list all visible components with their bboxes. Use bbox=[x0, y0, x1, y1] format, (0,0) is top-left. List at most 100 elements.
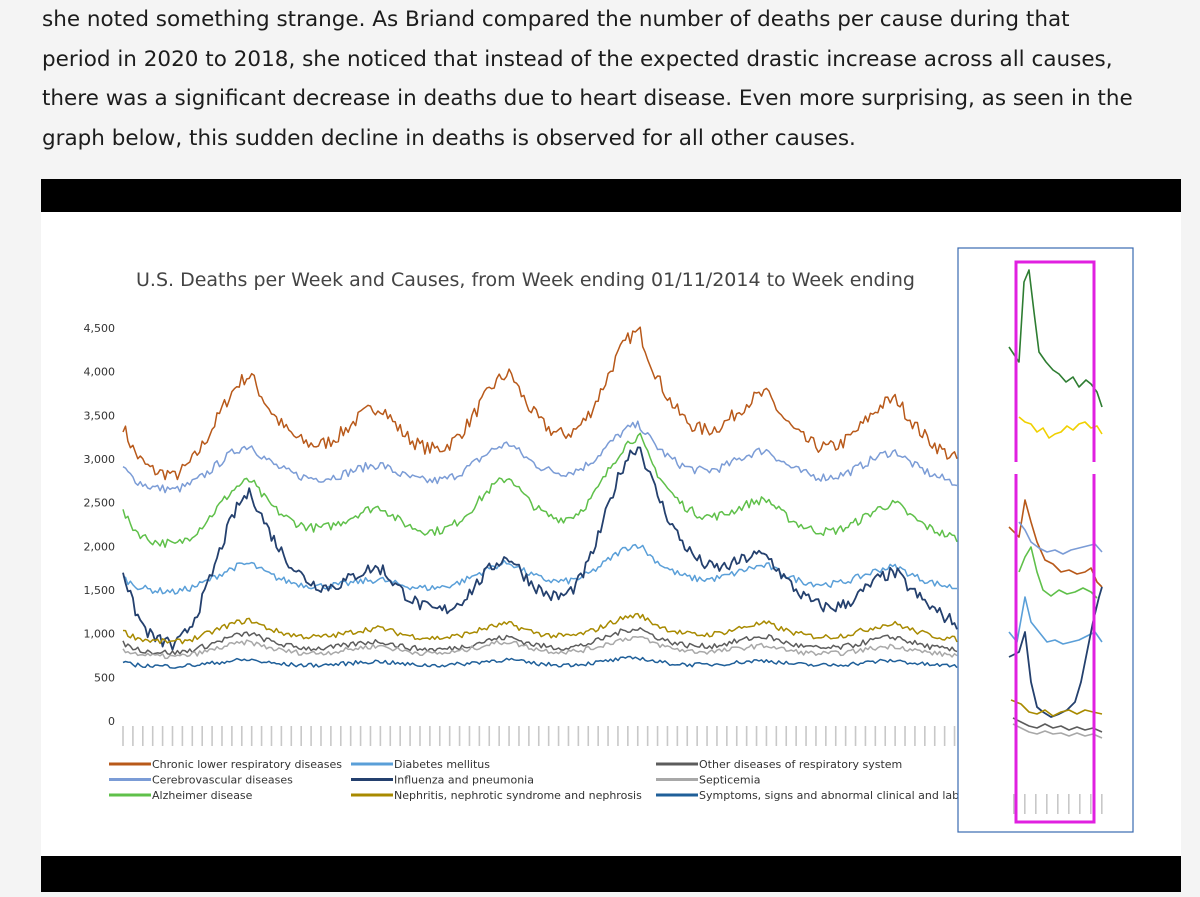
legend-label: Nephritis, nephrotic syndrome and nephro… bbox=[394, 789, 642, 802]
x-tick-mark bbox=[656, 726, 659, 746]
article-paragraph: she noted something strange. As Briand c… bbox=[42, 0, 1172, 158]
x-tick-mark bbox=[587, 726, 590, 746]
x-tick-mark bbox=[270, 726, 273, 746]
series-line-8 bbox=[122, 636, 958, 660]
x-tick-mark bbox=[686, 726, 689, 746]
legend-label: Cerebrovascular diseases bbox=[152, 774, 293, 787]
x-tick-mark bbox=[231, 726, 233, 746]
legend-label: Septicemia bbox=[699, 774, 760, 787]
x-tick-mark bbox=[260, 726, 263, 746]
inset-x-tick-mark bbox=[1068, 794, 1070, 814]
inset-x-tick-mark bbox=[1079, 794, 1081, 814]
y-tick-label: 2,000 bbox=[84, 540, 116, 553]
x-tick-mark bbox=[567, 726, 570, 746]
x-tick-mark bbox=[706, 726, 708, 746]
x-tick-mark bbox=[349, 726, 352, 746]
y-tick-label: 4,500 bbox=[84, 322, 116, 335]
chart-legend: Chronic lower respiratory diseases Cerebr… bbox=[109, 758, 993, 802]
x-tick-mark bbox=[924, 726, 926, 746]
inset-panel bbox=[957, 247, 1134, 833]
article-line-2: period in 2020 to 2018, she noticed that… bbox=[42, 46, 1113, 72]
y-tick-label: 3,000 bbox=[84, 453, 116, 466]
x-tick-mark bbox=[280, 726, 283, 746]
highlight-marker-right bbox=[1092, 462, 1096, 474]
series-line-2 bbox=[122, 420, 958, 494]
x-tick-mark bbox=[468, 726, 471, 746]
x-tick-mark bbox=[122, 726, 124, 746]
x-tick-mark bbox=[488, 726, 491, 746]
inset-x-tick-mark bbox=[1090, 794, 1092, 814]
series-line-7 bbox=[122, 627, 958, 656]
x-tick-mark bbox=[933, 726, 936, 746]
y-tick-label: 500 bbox=[94, 671, 115, 684]
x-tick-mark bbox=[696, 726, 698, 746]
legend-label: Chronic lower respiratory diseases bbox=[152, 758, 342, 771]
x-tick-mark bbox=[904, 726, 906, 746]
x-tick-mark bbox=[617, 726, 619, 746]
x-tick-mark bbox=[627, 726, 629, 746]
inset-x-tick-mark bbox=[1035, 794, 1037, 814]
x-tick-mark bbox=[132, 726, 134, 746]
y-tick-label: 3,500 bbox=[84, 409, 116, 422]
deaths-chart: U.S. Deaths per Week and Causes, from We… bbox=[84, 247, 1134, 833]
legend-label: Diabetes mellitus bbox=[394, 758, 490, 771]
x-tick-mark bbox=[211, 726, 213, 746]
inset-line-diabetes bbox=[1008, 596, 1103, 645]
y-axis: 4,500 4,000 3,500 3,000 2,500 2,000 1,500 1,000… bbox=[84, 322, 116, 728]
x-tick-mark bbox=[666, 726, 669, 746]
x-tick-mark bbox=[755, 726, 758, 746]
x-tick-mark bbox=[765, 726, 768, 746]
y-tick-label: 1,500 bbox=[84, 584, 116, 597]
x-tick-mark bbox=[389, 726, 392, 746]
x-tick-mark bbox=[547, 726, 550, 746]
x-tick-mark bbox=[508, 726, 510, 746]
chart-figure: U.S. Deaths per Week and Causes, from We… bbox=[41, 212, 1181, 856]
x-tick-mark bbox=[894, 726, 896, 746]
x-tick-mark bbox=[864, 726, 867, 746]
legend-label: Other diseases of respiratory system bbox=[699, 758, 902, 771]
x-tick-mark bbox=[369, 726, 372, 746]
x-tick-mark bbox=[795, 726, 797, 746]
x-tick-mark bbox=[478, 726, 481, 746]
x-axis bbox=[122, 726, 956, 746]
x-tick-mark bbox=[409, 726, 411, 746]
x-tick-mark bbox=[854, 726, 857, 746]
x-tick-mark bbox=[250, 726, 253, 746]
x-tick-mark bbox=[874, 726, 877, 746]
chart-lines bbox=[122, 326, 958, 669]
chart-title: U.S. Deaths per Week and Causes, from We… bbox=[136, 269, 915, 291]
x-tick-mark bbox=[181, 726, 184, 746]
x-tick-mark bbox=[379, 726, 382, 746]
article-line-4: graph below, this sudden decline in deat… bbox=[42, 125, 856, 151]
series-line-1 bbox=[122, 326, 958, 481]
x-tick-mark bbox=[300, 726, 302, 746]
x-tick-mark bbox=[201, 726, 203, 746]
inset-x-tick-mark bbox=[1101, 794, 1103, 814]
x-tick-mark bbox=[914, 726, 916, 746]
x-tick-mark bbox=[320, 726, 322, 746]
x-tick-mark bbox=[399, 726, 401, 746]
x-tick-mark bbox=[240, 726, 243, 746]
inset-line-cerebro bbox=[1018, 521, 1103, 555]
x-tick-mark bbox=[577, 726, 580, 746]
series-line-3 bbox=[122, 432, 958, 548]
x-tick-mark bbox=[498, 726, 500, 746]
x-tick-mark bbox=[745, 726, 748, 746]
x-tick-mark bbox=[419, 726, 421, 746]
y-tick-label: 1,000 bbox=[84, 628, 116, 641]
x-tick-mark bbox=[429, 726, 431, 746]
x-tick-mark bbox=[735, 726, 738, 746]
inset-line-nephritis bbox=[1010, 699, 1103, 717]
x-tick-mark bbox=[646, 726, 649, 746]
x-tick-mark bbox=[834, 726, 837, 746]
figure-bottom-bar bbox=[41, 856, 1181, 892]
series-line-6 bbox=[122, 612, 958, 645]
highlight-marker-left bbox=[1014, 462, 1018, 474]
inset-line-septicemia bbox=[1012, 723, 1103, 739]
x-tick-mark bbox=[191, 726, 194, 746]
inset-line-influenza bbox=[1008, 586, 1103, 718]
y-tick-label: 0 bbox=[108, 715, 115, 728]
inset-x-tick-mark bbox=[1046, 794, 1048, 814]
x-tick-mark bbox=[815, 726, 817, 746]
x-tick-mark bbox=[557, 726, 560, 746]
